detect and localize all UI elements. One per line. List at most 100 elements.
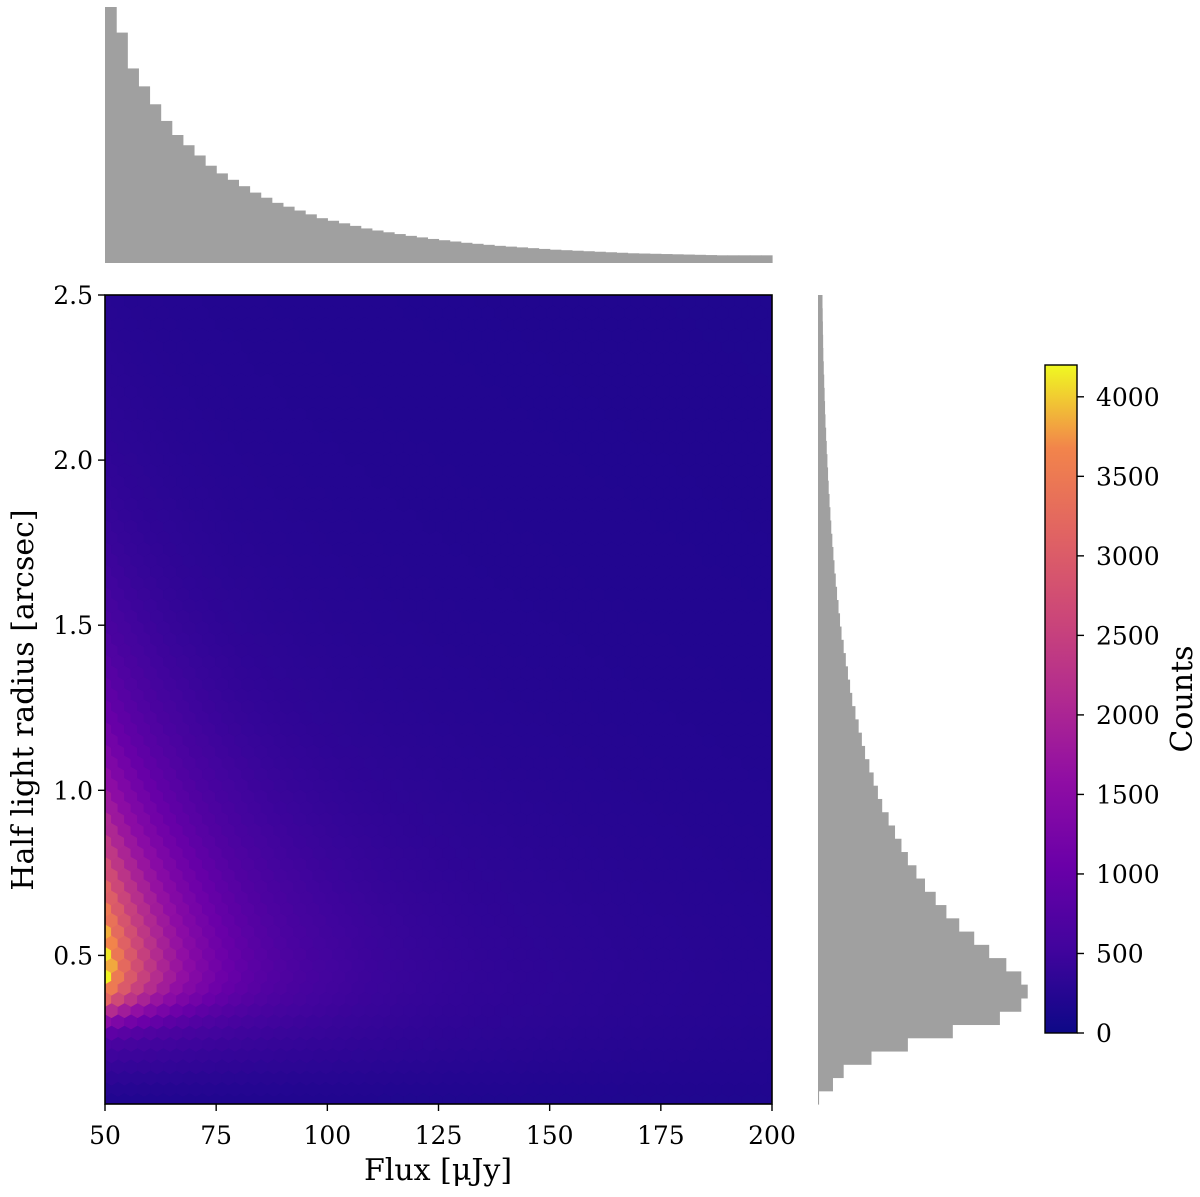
hexbin-cell [338, 1002, 353, 1019]
hexbin-cell [150, 811, 164, 827]
hexbin-cell [682, 1081, 697, 1097]
hexbin-cell [611, 552, 625, 569]
hexbin-cell [767, 913, 772, 927]
hexbin-cell [468, 417, 483, 434]
hexbin-cell [416, 687, 431, 704]
hexbin-cell [416, 552, 431, 569]
hexbin-cell [221, 1069, 236, 1086]
hexbin-cell [345, 833, 359, 850]
hexbin-cell [325, 1092, 340, 1104]
hexbin-cell [669, 698, 684, 715]
hexbin-cell [591, 1058, 606, 1075]
hexbin-cell [254, 338, 268, 355]
hexbin-cell [468, 1002, 483, 1019]
hexbin-cell [85, 856, 99, 872]
hexbin-cell [702, 777, 716, 794]
hexbin-cell [260, 529, 275, 546]
hexbin-cell [137, 383, 151, 400]
hexbin-cell [507, 439, 521, 456]
hexbin-cell [364, 732, 379, 749]
hexbin-cell [364, 664, 379, 681]
hexbin-cell [637, 417, 651, 434]
hexbin-cell [156, 979, 171, 996]
hexbin-cell [254, 608, 268, 625]
hexbin-cell [637, 912, 651, 929]
hexbin-cell [273, 394, 288, 411]
hexbin-cell [176, 631, 190, 647]
hexbin-cell [150, 473, 164, 490]
hexbin-cell [306, 946, 320, 962]
hexbin-cell [182, 597, 197, 614]
right-hist-bar [818, 507, 831, 522]
hexbin-cell [254, 383, 268, 400]
hexbin-cell [513, 698, 528, 715]
hexbin-cell [728, 732, 742, 749]
hexbin-cell [676, 664, 690, 681]
hexbin-cell [591, 383, 606, 400]
hexbin-cell [650, 732, 664, 749]
hexbin-cell [105, 889, 119, 906]
hexbin-cell [422, 541, 437, 557]
hexbin-cell [702, 687, 716, 704]
hexbin-cell [695, 698, 710, 715]
hexbin-cell [637, 799, 651, 816]
hexbin-cell [345, 856, 359, 872]
hexbin-cell [507, 957, 521, 974]
hexbin-cell [676, 529, 690, 546]
hexbin-cell [319, 968, 333, 985]
hexbin-cell [371, 406, 385, 422]
hexbin-cell [702, 1069, 716, 1086]
hexbin-cell [643, 496, 658, 512]
hexbin-cell [774, 946, 788, 962]
hexbin-cell [176, 901, 190, 917]
hexbin-cell [241, 766, 255, 782]
hexbin-cell [169, 349, 184, 366]
hexbin-cell [695, 946, 710, 962]
hexbin-cell [715, 597, 729, 614]
hexbin-cell [130, 529, 145, 546]
hexbin-cell [273, 1002, 288, 1019]
hexbin-cell [260, 507, 275, 524]
hexbin-cell [585, 732, 599, 749]
hexbin-cell [124, 383, 138, 400]
hexbin-cell [202, 811, 216, 827]
hexbin-cell [650, 304, 664, 321]
hexbin-cell [176, 653, 190, 670]
hexbin-cell [500, 295, 515, 310]
hexbin-cell [189, 383, 203, 400]
hexbin-cell [306, 451, 320, 467]
hexbin-cell [721, 721, 736, 737]
hexbin-cell [280, 653, 294, 670]
hexbin-cell [767, 396, 772, 410]
hexbin-cell [774, 924, 788, 940]
hexbin-cell [656, 653, 671, 670]
hexbin-cell [371, 946, 385, 962]
hexbin-cell [610, 1103, 613, 1104]
hexbin-cell [650, 552, 664, 569]
hexbin-cell [143, 1103, 145, 1104]
hexbin-cell [383, 563, 398, 580]
hexbin-cell [708, 608, 723, 625]
hexbin-cell [273, 709, 288, 726]
hexbin-cell [85, 316, 99, 332]
hexbin-cell [585, 1024, 599, 1041]
hexbin-cell [345, 295, 359, 310]
hexbin-cell [176, 878, 190, 895]
hexbin-cell [422, 631, 437, 647]
hexbin-cell [487, 878, 502, 895]
hexbin-cell [676, 574, 690, 591]
hexbin-cell [364, 1047, 379, 1064]
hexbin-cell [637, 867, 651, 884]
hexbin-cell [760, 653, 772, 670]
hexbin-cell [105, 912, 119, 929]
hexbin-cell [416, 484, 431, 501]
hexbin-cell [611, 1024, 625, 1041]
hexbin-cell [111, 676, 125, 692]
hexbin-cell [461, 946, 476, 962]
hexbin-cell [396, 878, 411, 895]
hexbin-cell [332, 406, 346, 422]
hexbin-cell [215, 856, 229, 872]
hexbin-cell [474, 338, 489, 355]
hexbin-cell [306, 901, 320, 917]
hexbin-cell [630, 991, 645, 1007]
